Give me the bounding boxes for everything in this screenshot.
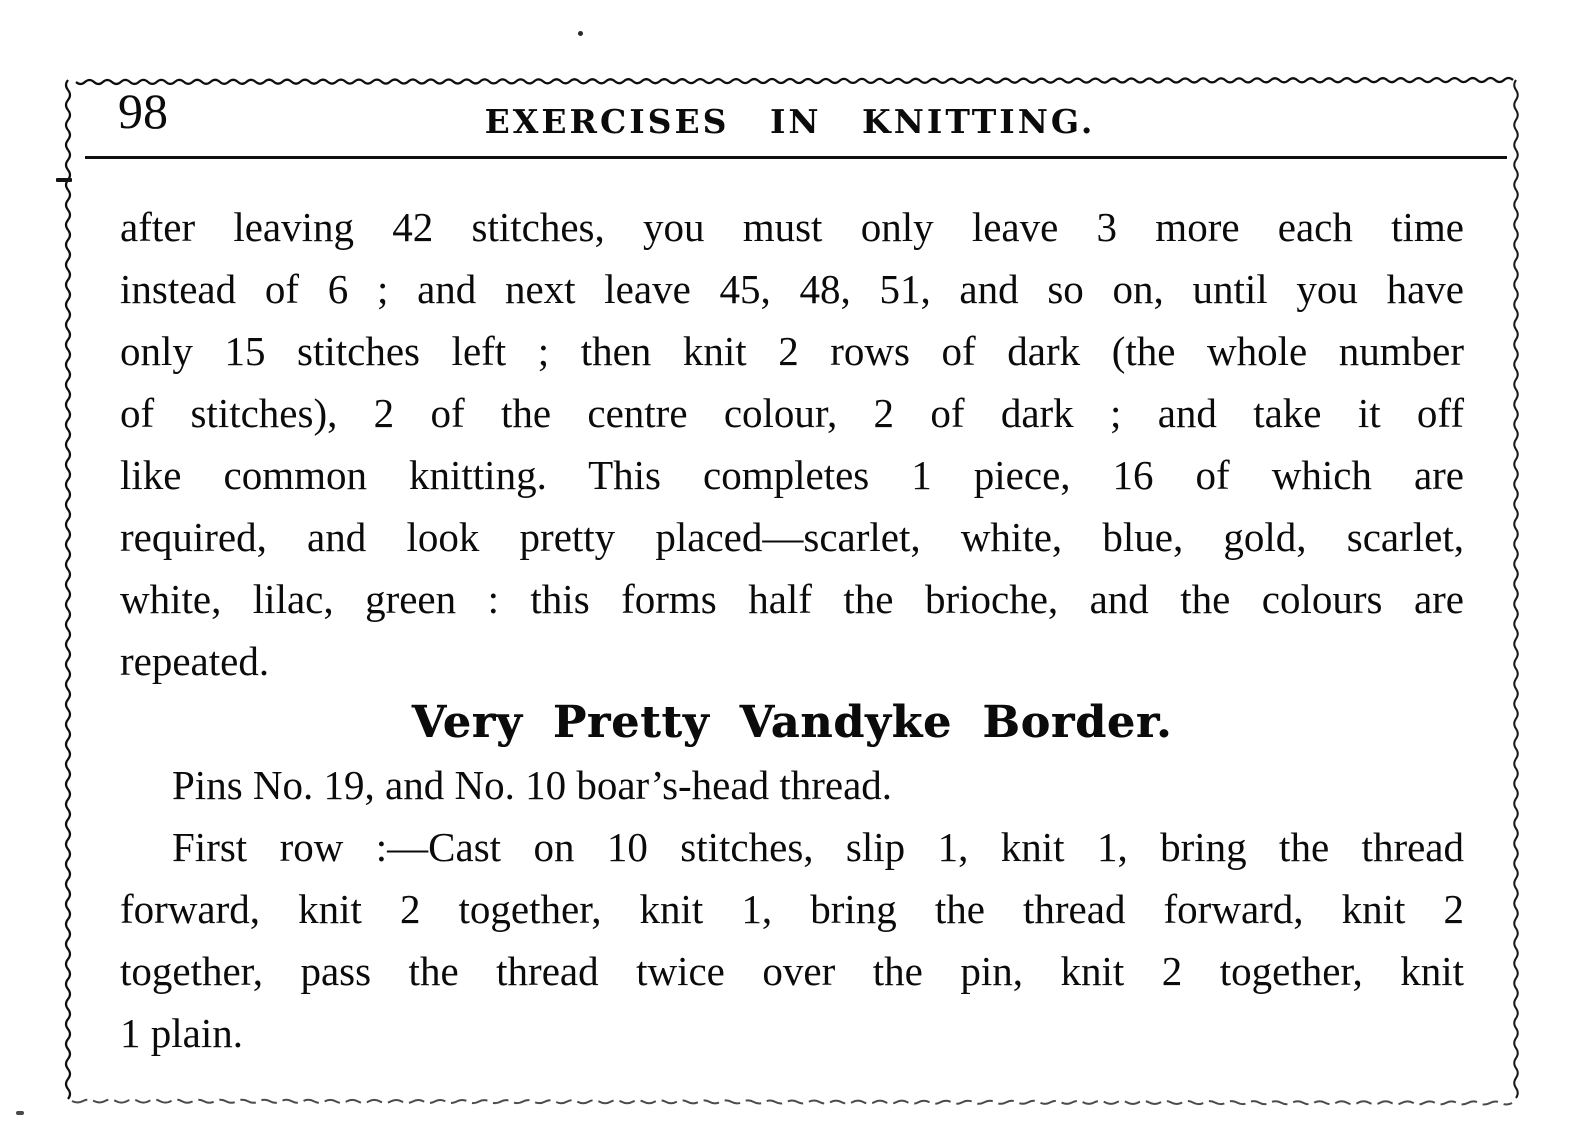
text-line: First row :—Cast on 10 stitches, slip 1,… — [172, 824, 1464, 870]
text-line: repeated. — [120, 638, 270, 684]
text-line: white, lilac, green : this forms half th… — [120, 576, 1464, 622]
ink-speck — [16, 1111, 24, 1115]
running-title: EXERCISES IN KNITTING. — [484, 102, 1096, 141]
text-line: Pins No. 19, and No. 10 boar’s-head thre… — [172, 762, 893, 808]
page-number: 98 — [118, 83, 168, 139]
text-line: after leaving 42 stitches, you must only… — [120, 204, 1464, 250]
text-line: 1 plain. — [120, 1010, 243, 1056]
text-column: after leaving 42 stitches, you must only… — [120, 196, 1464, 1064]
ink-speck — [56, 178, 72, 182]
text-line: like common knitting. This completes 1 p… — [120, 452, 1464, 498]
text-line: required, and look pretty placed—scarlet… — [120, 514, 1464, 560]
header-rule — [85, 156, 1507, 159]
ink-speck — [578, 31, 583, 36]
text-line: only 15 stitches left ; then knit 2 rows… — [120, 328, 1464, 374]
text-line: forward, knit 2 together, knit 1, bring … — [120, 886, 1464, 932]
text-line: instead of 6 ; and next leave 45, 48, 51… — [120, 266, 1464, 312]
section-heading: Very Pretty Vandyke Border. — [411, 697, 1173, 748]
text-line: of stitches), 2 of the centre colour, 2 … — [120, 390, 1464, 436]
text-line: together, pass the thread twice over the… — [120, 948, 1464, 994]
